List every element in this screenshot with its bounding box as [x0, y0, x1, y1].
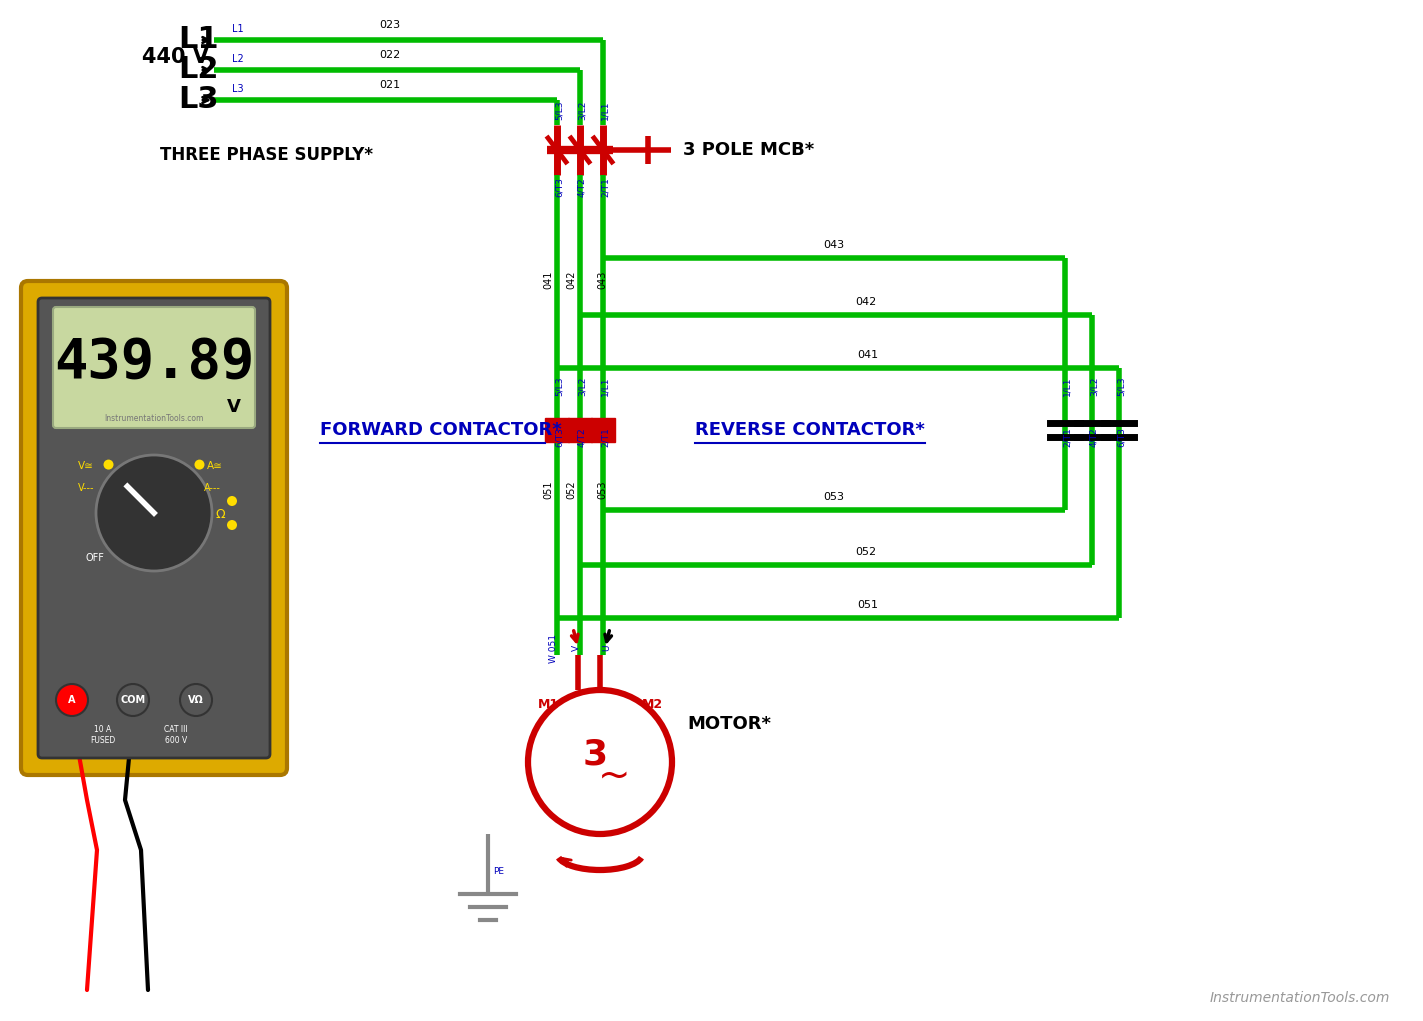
Text: 3: 3	[582, 737, 608, 771]
Text: V: V	[228, 398, 240, 416]
Text: PE: PE	[492, 867, 504, 876]
Text: 3/L2: 3/L2	[578, 101, 586, 120]
Text: 052: 052	[855, 547, 877, 557]
Circle shape	[55, 684, 88, 716]
Text: THREE PHASE SUPPLY*: THREE PHASE SUPPLY*	[159, 146, 373, 164]
Circle shape	[95, 455, 212, 571]
Text: 600 V: 600 V	[165, 736, 188, 745]
Text: 1/L1: 1/L1	[601, 100, 609, 120]
Text: 6/T3: 6/T3	[555, 177, 564, 197]
Text: W 051: W 051	[548, 633, 558, 663]
Text: V---: V---	[78, 483, 94, 493]
Text: M1: M1	[538, 697, 559, 711]
Text: FUSED: FUSED	[91, 736, 115, 745]
Text: 023: 023	[380, 20, 400, 30]
FancyBboxPatch shape	[21, 281, 287, 775]
Text: InstrumentationTools.com: InstrumentationTools.com	[104, 414, 203, 423]
Text: 10 A: 10 A	[94, 725, 111, 734]
Text: 042: 042	[855, 297, 877, 307]
Text: 440 V: 440 V	[142, 47, 209, 67]
Text: REVERSE CONTACTOR*: REVERSE CONTACTOR*	[694, 421, 925, 439]
Text: 2/T1: 2/T1	[601, 178, 609, 197]
Text: 6/T3: 6/T3	[555, 427, 564, 447]
Text: ~: ~	[598, 757, 630, 795]
Text: 2/T1: 2/T1	[1063, 427, 1072, 447]
Text: A: A	[68, 695, 75, 704]
Text: L3: L3	[232, 84, 243, 94]
Text: 3/L2: 3/L2	[578, 377, 586, 396]
Text: 4/T2: 4/T2	[1090, 428, 1099, 447]
Text: 3 POLE MCB*: 3 POLE MCB*	[683, 141, 814, 159]
Text: 5/L3: 5/L3	[555, 100, 564, 120]
Text: 053: 053	[598, 481, 608, 499]
Text: 439.89: 439.89	[54, 336, 255, 389]
Text: V≅: V≅	[78, 461, 94, 471]
Bar	[568, 418, 592, 442]
Text: OFF: OFF	[85, 553, 105, 563]
Circle shape	[179, 684, 212, 716]
Text: A---: A---	[203, 483, 221, 493]
Text: 4/T2: 4/T2	[578, 178, 586, 197]
Text: U: U	[602, 644, 612, 651]
Text: CAT III: CAT III	[164, 725, 188, 734]
Text: 022: 022	[380, 50, 401, 60]
Text: M2: M2	[642, 697, 663, 711]
Text: L1: L1	[178, 26, 219, 54]
Text: 051: 051	[858, 600, 878, 610]
Text: 052: 052	[566, 481, 576, 499]
Text: 021: 021	[380, 80, 400, 90]
Text: 3/L2: 3/L2	[1090, 377, 1099, 396]
Text: L3: L3	[178, 86, 219, 114]
Text: 5/L3: 5/L3	[555, 377, 564, 396]
Text: InstrumentationTools.com: InstrumentationTools.com	[1210, 991, 1390, 1005]
Circle shape	[195, 459, 205, 470]
Text: 5/L3: 5/L3	[1117, 377, 1126, 396]
Text: 1/L1: 1/L1	[1063, 377, 1072, 396]
FancyBboxPatch shape	[38, 298, 270, 758]
Text: 041: 041	[858, 350, 878, 360]
Text: L2: L2	[178, 55, 219, 85]
Text: 043: 043	[824, 240, 845, 250]
Text: L1: L1	[232, 25, 243, 34]
Text: 4/T2: 4/T2	[578, 428, 586, 447]
FancyBboxPatch shape	[53, 307, 255, 428]
Circle shape	[117, 684, 149, 716]
Circle shape	[228, 520, 238, 530]
Text: 6/T3: 6/T3	[1117, 427, 1126, 447]
Text: COM: COM	[121, 695, 145, 704]
Text: Ω: Ω	[215, 508, 225, 521]
Bar	[591, 418, 615, 442]
Text: 2/T1: 2/T1	[601, 427, 609, 447]
Text: L2: L2	[232, 54, 243, 64]
Text: 051: 051	[544, 481, 554, 499]
Text: 043: 043	[598, 271, 608, 289]
Text: 1/L1: 1/L1	[601, 377, 609, 396]
Text: 041: 041	[544, 271, 554, 289]
Text: FORWARD CONTACTOR*: FORWARD CONTACTOR*	[320, 421, 562, 439]
Text: 053: 053	[824, 492, 844, 502]
Text: 042: 042	[566, 271, 576, 289]
Circle shape	[104, 459, 114, 470]
Bar	[545, 418, 569, 442]
Text: V: V	[572, 645, 581, 651]
Text: A≅: A≅	[206, 461, 223, 471]
Text: MOTOR*: MOTOR*	[687, 715, 771, 733]
Text: VΩ: VΩ	[188, 695, 203, 704]
Circle shape	[228, 496, 238, 506]
